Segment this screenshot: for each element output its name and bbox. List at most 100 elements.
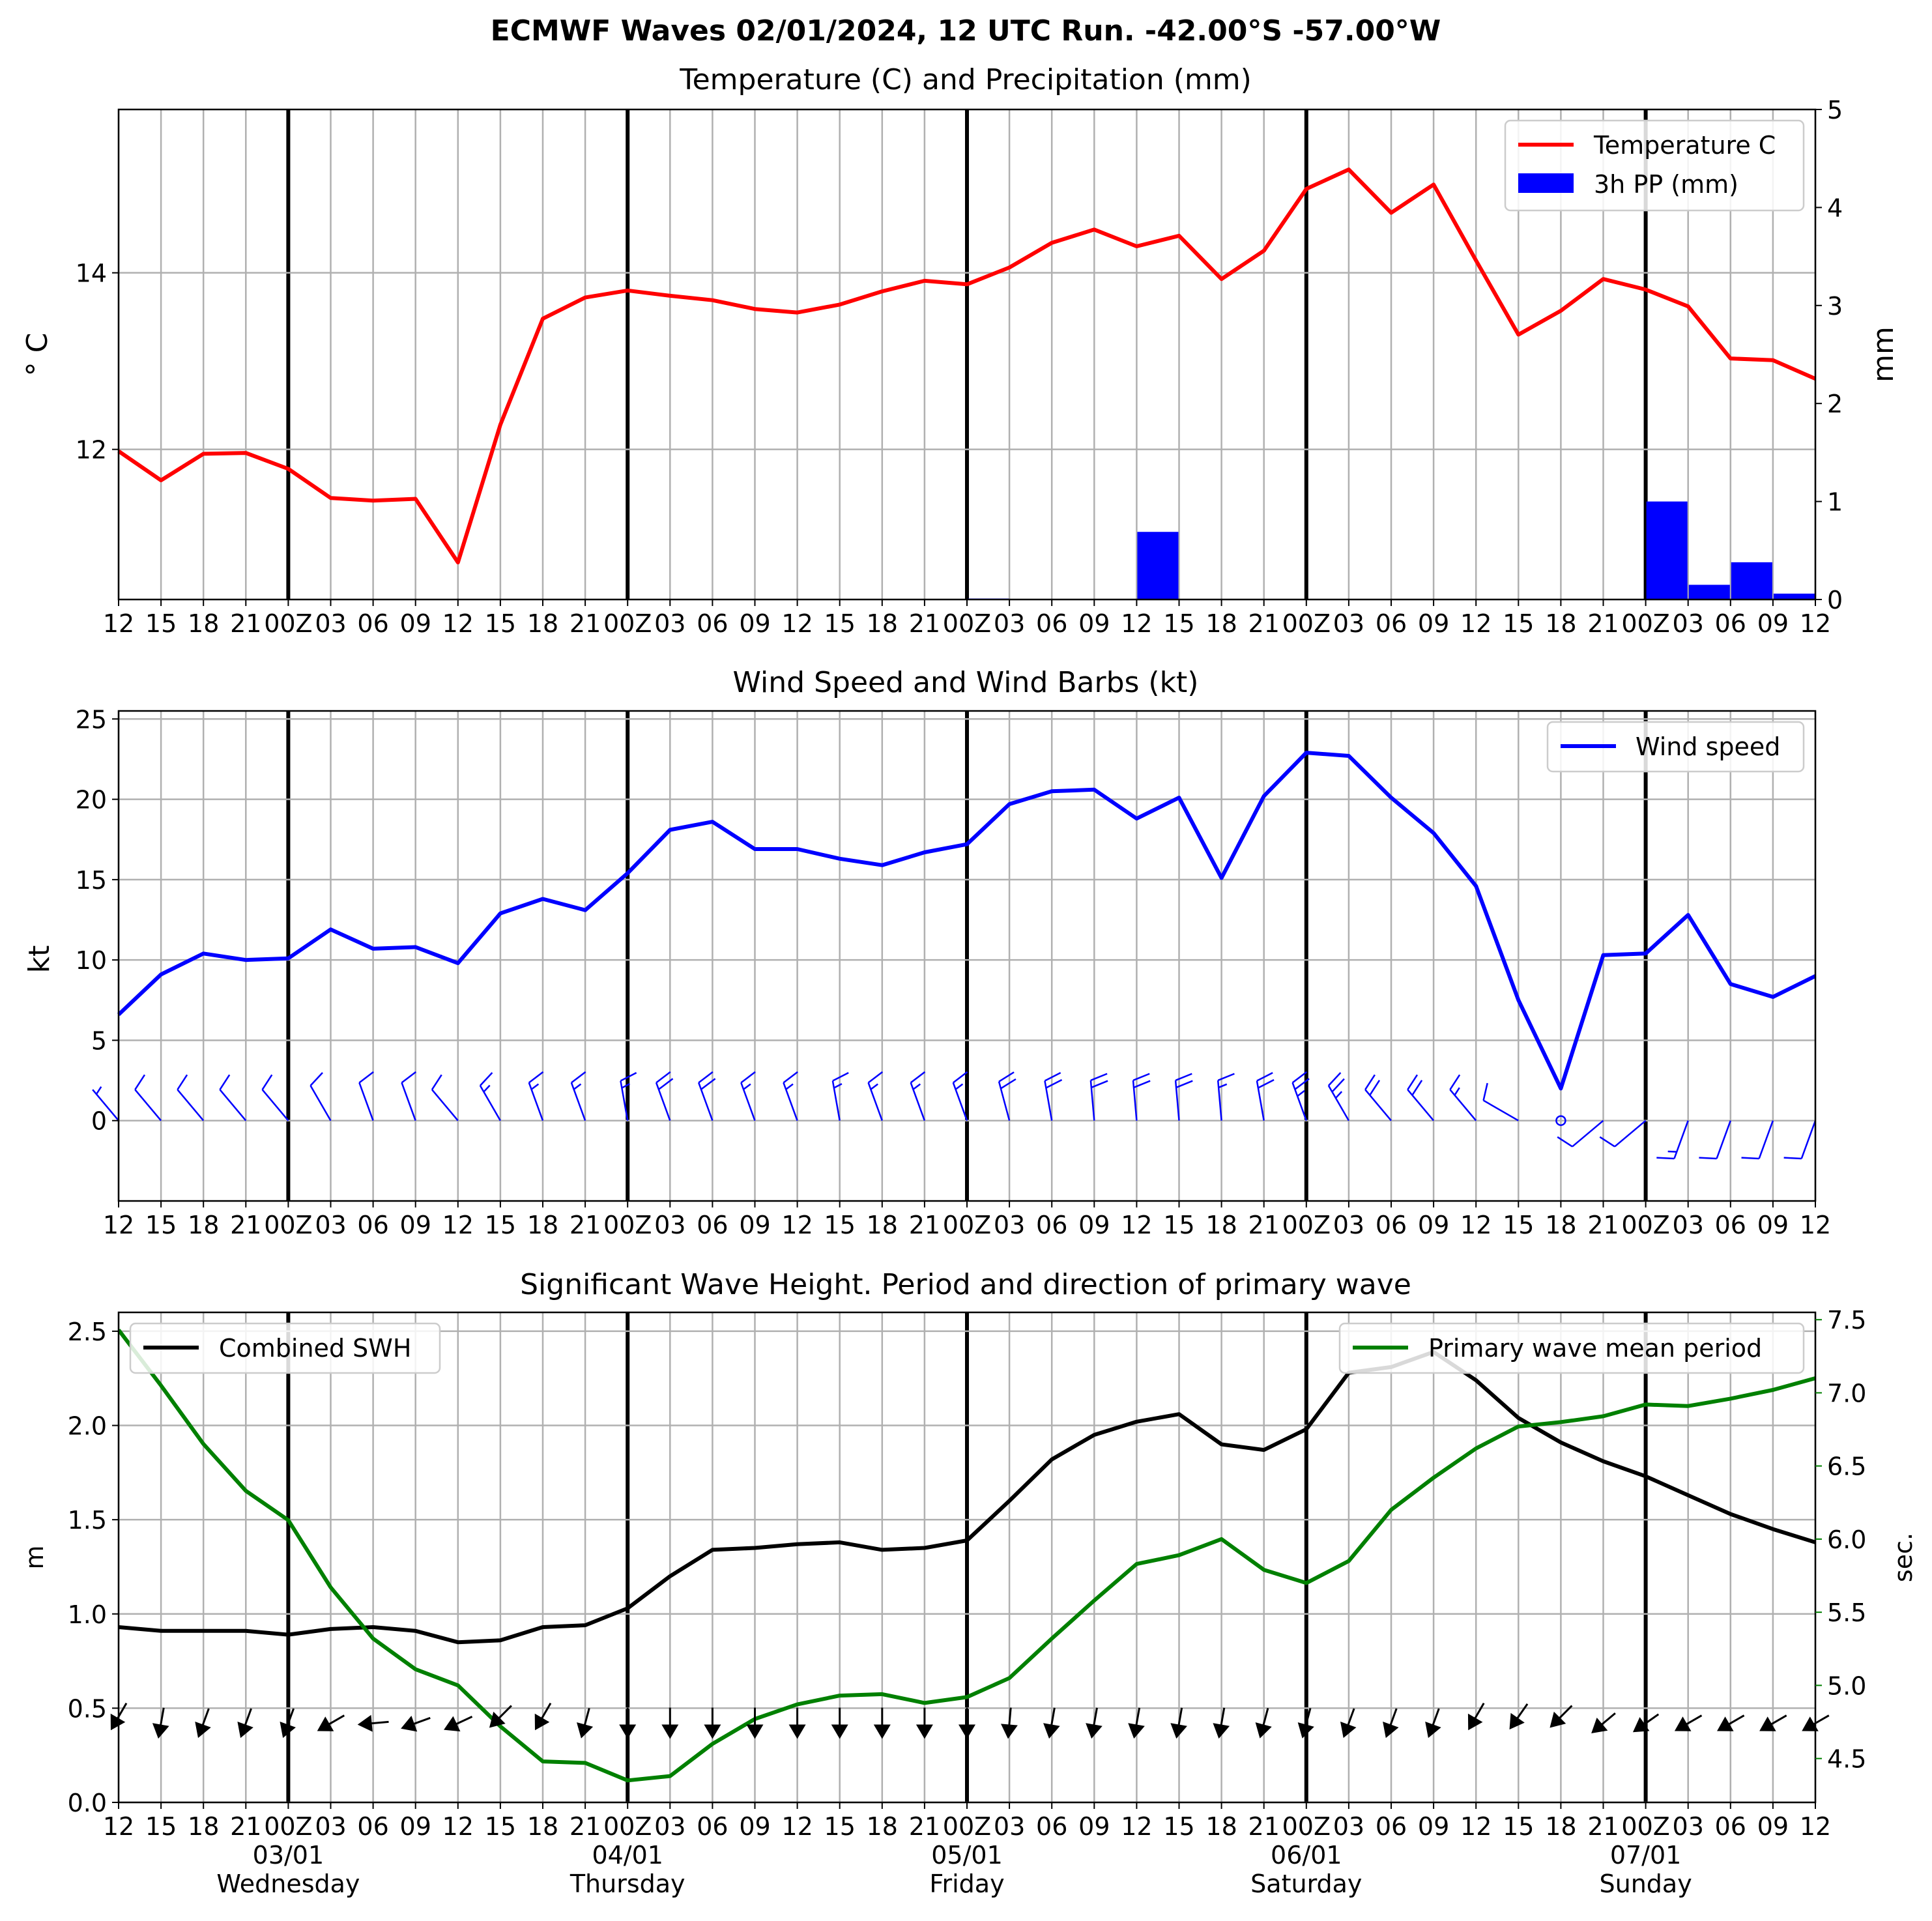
period-ylabel: sec. bbox=[1889, 1533, 1918, 1582]
wind-barb-full bbox=[261, 1074, 273, 1090]
x-tick-label: 21 bbox=[1248, 609, 1280, 638]
wave-arrow-head bbox=[704, 1724, 721, 1739]
wind-barb-full bbox=[1258, 1078, 1275, 1089]
temp-panel: Temperature (C) and Precipitation (mm) 1… bbox=[21, 63, 1900, 638]
x-tick-label: 12 bbox=[442, 1211, 474, 1239]
wind-barb-staff bbox=[358, 1082, 374, 1121]
x-tick-label: 00Z bbox=[264, 1211, 312, 1239]
wind-barb-staff bbox=[310, 1085, 332, 1121]
wave-arrow-head bbox=[1591, 1717, 1608, 1733]
x-tick-label: 06 bbox=[1376, 1812, 1407, 1841]
wave-arrow-head bbox=[444, 1716, 461, 1732]
wave-ylabel: m bbox=[20, 1545, 49, 1569]
day-date-label: 05/01 bbox=[931, 1841, 1003, 1870]
x-tick-label: 09 bbox=[400, 1211, 431, 1239]
legend-period-label: Primary wave mean period bbox=[1428, 1334, 1762, 1363]
x-tick-label: 18 bbox=[1545, 609, 1576, 638]
x-tick-label: 12 bbox=[103, 609, 134, 638]
x-tick-label: 06 bbox=[357, 1211, 388, 1239]
wind-barb-half bbox=[483, 1084, 491, 1093]
x-tick-label: 03 bbox=[1673, 609, 1704, 638]
wave-arrow-head bbox=[959, 1724, 975, 1739]
wave-arrow-head bbox=[1213, 1723, 1230, 1739]
wind-barb-staff bbox=[1482, 1099, 1519, 1121]
wind-x-ticks: 12 15 18 21 00Z 03 06 09 12 15 18 21 00Z 03 06 09 12 15 18… bbox=[103, 1201, 1831, 1239]
x-tick-label: 18 bbox=[527, 1812, 558, 1841]
wind-barb-full bbox=[658, 1078, 674, 1090]
x-tick-label: 00Z bbox=[1621, 1211, 1669, 1239]
wind-barb-full bbox=[1699, 1157, 1717, 1160]
y2-tick-label: 5 bbox=[1827, 96, 1843, 124]
x-tick-label: 12 bbox=[1800, 1812, 1831, 1841]
legend-temperature-label: Temperature C bbox=[1593, 131, 1776, 160]
day-name-label: Friday bbox=[929, 1870, 1004, 1898]
wind-y-ticks: 0 5 10 15 20 25 bbox=[76, 705, 119, 1136]
wind-barb-half bbox=[621, 1083, 631, 1089]
period-y-ticks: 4.5 5.0 5.5 6.0 6.5 7.0 7.5 bbox=[1815, 1306, 1866, 1774]
x-tick-label: 21 bbox=[1587, 1812, 1619, 1841]
x-tick-label: 06 bbox=[1036, 609, 1067, 638]
x-tick-label: 09 bbox=[1078, 1812, 1110, 1841]
x-tick-label: 09 bbox=[739, 1812, 770, 1841]
x-tick-label: 12 bbox=[1800, 609, 1831, 638]
x-tick-label: 03 bbox=[994, 609, 1025, 638]
wind-gridlines bbox=[117, 711, 1817, 1201]
x-tick-label: 18 bbox=[188, 1211, 219, 1239]
period-series-line bbox=[117, 1329, 1816, 1783]
x-tick-label: 00Z bbox=[603, 1812, 652, 1841]
wind-barb-full bbox=[1091, 1080, 1108, 1089]
wind-barb-full bbox=[700, 1078, 716, 1090]
wave-arrow-head bbox=[1340, 1721, 1357, 1739]
x-tick-label: 12 bbox=[781, 1812, 813, 1841]
wind-barb-full bbox=[1044, 1072, 1061, 1082]
wave-arrow-head bbox=[619, 1724, 637, 1739]
y-tick-label: 25 bbox=[76, 705, 107, 734]
day-name-label: Wednesday bbox=[216, 1870, 360, 1898]
wind-barb-full bbox=[1783, 1157, 1802, 1160]
x-tick-label: 18 bbox=[1205, 1812, 1237, 1841]
wind-barb-full bbox=[867, 1071, 884, 1084]
day-date-label: 03/01 bbox=[253, 1841, 324, 1870]
x-tick-label: 18 bbox=[188, 1812, 219, 1841]
y-tick-label: 0 bbox=[91, 1107, 107, 1136]
temperature-series-line bbox=[117, 167, 1817, 565]
y-tick-label: 20 bbox=[76, 786, 107, 815]
wind-barb-staff bbox=[431, 1089, 459, 1121]
wind-barb-full bbox=[832, 1072, 849, 1082]
wind-barb-full bbox=[219, 1074, 231, 1090]
x-tick-label: 15 bbox=[1163, 1211, 1194, 1239]
swh-legend-box bbox=[129, 1322, 441, 1374]
wind-barb-full bbox=[1090, 1073, 1108, 1082]
x-tick-label: 18 bbox=[1545, 1812, 1576, 1841]
x-tick-label: 00Z bbox=[1621, 1812, 1669, 1841]
x-tick-label: 03 bbox=[315, 1211, 346, 1239]
wind-barb-full bbox=[1656, 1157, 1675, 1160]
x-tick-label: 15 bbox=[485, 1211, 516, 1239]
x-tick-label: 21 bbox=[1587, 1211, 1619, 1239]
wind-barb-full bbox=[1482, 1082, 1488, 1101]
wave-arrow-head bbox=[831, 1724, 848, 1739]
legend-wind-label: Wind speed bbox=[1636, 732, 1780, 761]
wind-barbs bbox=[92, 1071, 1817, 1160]
x-tick-label: 06 bbox=[1036, 1211, 1067, 1239]
x-tick-label: 18 bbox=[1545, 1211, 1576, 1239]
wind-barb-staff bbox=[219, 1089, 247, 1121]
wind-barb-full bbox=[1331, 1078, 1345, 1093]
wave-arrow-head bbox=[1086, 1723, 1103, 1739]
x-tick-label: 06 bbox=[1036, 1812, 1067, 1841]
wind-barb-full bbox=[656, 1071, 671, 1084]
wave-arrow-head bbox=[1509, 1712, 1525, 1730]
wind-barb-staff bbox=[401, 1082, 416, 1121]
wind-barb-full bbox=[1407, 1074, 1419, 1090]
wind-barb-full bbox=[1291, 1071, 1308, 1084]
x-tick-label: 15 bbox=[824, 609, 856, 638]
x-tick-label: 21 bbox=[230, 1211, 261, 1239]
wind-barb-staff bbox=[261, 1089, 289, 1121]
x-tick-label: 06 bbox=[697, 609, 728, 638]
x-tick-label: 12 bbox=[1121, 1812, 1152, 1841]
day-date-label: 07/01 bbox=[1610, 1841, 1682, 1870]
wind-legend-box bbox=[1546, 721, 1805, 773]
x-tick-label: 06 bbox=[357, 609, 388, 638]
wind-barb-full bbox=[1557, 1136, 1573, 1148]
x-tick-label: 12 bbox=[1460, 1211, 1492, 1239]
